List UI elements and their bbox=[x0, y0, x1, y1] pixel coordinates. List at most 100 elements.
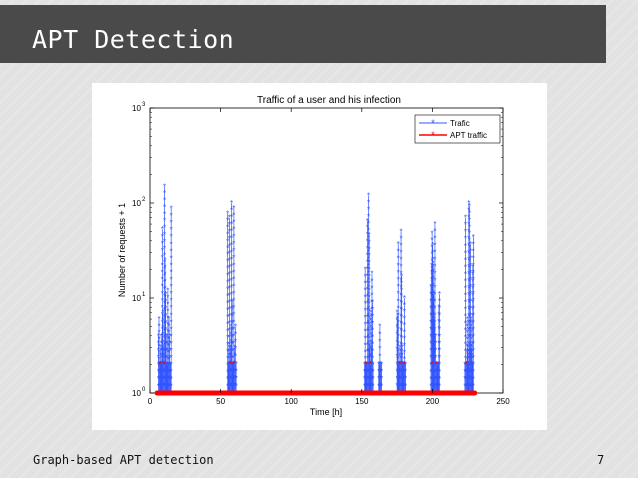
traffic-point: * bbox=[431, 368, 434, 377]
traffic-point: * bbox=[464, 361, 467, 370]
traffic-point: * bbox=[431, 313, 434, 322]
traffic-point: * bbox=[228, 214, 231, 223]
traffic-point: * bbox=[399, 277, 402, 286]
traffic-point: * bbox=[157, 360, 160, 369]
traffic-point: * bbox=[162, 366, 165, 375]
traffic-point: * bbox=[229, 366, 232, 375]
traffic-point: * bbox=[229, 382, 232, 391]
traffic-point: * bbox=[371, 312, 374, 321]
traffic-point: * bbox=[431, 276, 434, 285]
traffic-point: * bbox=[232, 368, 235, 377]
traffic-point: * bbox=[433, 220, 436, 229]
traffic-point: * bbox=[433, 326, 436, 335]
legend-apt-marker: * bbox=[431, 130, 435, 140]
traffic-point: * bbox=[161, 332, 164, 341]
traffic-point: * bbox=[435, 375, 438, 384]
traffic-point: * bbox=[433, 354, 436, 363]
traffic-point: * bbox=[471, 354, 474, 363]
traffic-point: * bbox=[227, 368, 230, 377]
traffic-point: * bbox=[468, 292, 471, 301]
traffic-point: * bbox=[368, 348, 371, 357]
traffic-point: * bbox=[231, 340, 234, 349]
traffic-point: * bbox=[432, 382, 435, 391]
traffic-point: * bbox=[157, 375, 160, 384]
traffic-point: * bbox=[467, 354, 470, 363]
traffic-point: * bbox=[164, 270, 167, 279]
traffic-point: * bbox=[432, 361, 435, 370]
traffic-point: * bbox=[431, 347, 434, 356]
traffic-point: * bbox=[379, 375, 382, 384]
traffic-point: * bbox=[430, 361, 433, 370]
traffic-point: * bbox=[366, 348, 369, 357]
traffic-point: * bbox=[437, 325, 440, 334]
traffic-point: * bbox=[437, 382, 440, 391]
traffic-point: * bbox=[469, 247, 472, 256]
traffic-point: * bbox=[226, 244, 229, 253]
traffic-point: * bbox=[435, 368, 438, 377]
traffic-point: * bbox=[226, 313, 229, 322]
traffic-point: * bbox=[467, 305, 470, 314]
x-tick-label: 150 bbox=[355, 397, 369, 406]
traffic-point: * bbox=[430, 382, 433, 391]
traffic-point: * bbox=[468, 359, 471, 368]
traffic-point: * bbox=[369, 338, 372, 347]
traffic-point: * bbox=[433, 342, 436, 351]
traffic-point: * bbox=[399, 382, 402, 391]
traffic-point: * bbox=[431, 306, 434, 315]
traffic-point: * bbox=[370, 344, 373, 353]
traffic-point: * bbox=[467, 290, 470, 299]
traffic-point: * bbox=[398, 374, 401, 383]
traffic-point: * bbox=[378, 330, 381, 339]
traffic-point: * bbox=[168, 382, 171, 391]
traffic-point: * bbox=[430, 346, 433, 355]
traffic-point: * bbox=[230, 298, 233, 307]
traffic-point: * bbox=[169, 375, 172, 384]
traffic-point: * bbox=[472, 297, 475, 306]
traffic-point: * bbox=[170, 247, 173, 256]
traffic-point: * bbox=[366, 355, 369, 364]
traffic-point: * bbox=[432, 375, 435, 384]
traffic-point: * bbox=[431, 248, 434, 257]
traffic-point: * bbox=[431, 271, 434, 280]
traffic-point: * bbox=[369, 353, 372, 362]
traffic-point: * bbox=[364, 279, 367, 288]
y-tick-exponent: 2 bbox=[142, 197, 146, 203]
traffic-point: * bbox=[226, 230, 229, 239]
traffic-point: * bbox=[401, 351, 404, 360]
traffic-point: * bbox=[400, 306, 403, 315]
traffic-point: * bbox=[165, 375, 168, 384]
traffic-point: * bbox=[437, 310, 440, 319]
traffic-point: * bbox=[464, 214, 467, 223]
traffic-point: * bbox=[435, 368, 438, 377]
traffic-point: * bbox=[468, 382, 471, 391]
traffic-point: * bbox=[430, 290, 433, 299]
traffic-point: * bbox=[400, 355, 403, 364]
traffic-point: * bbox=[433, 319, 436, 328]
traffic-point: * bbox=[166, 334, 169, 343]
traffic-point: * bbox=[437, 339, 440, 348]
traffic-point: * bbox=[438, 311, 441, 320]
traffic-point: * bbox=[163, 182, 166, 191]
traffic-point: * bbox=[369, 309, 372, 318]
traffic-point: * bbox=[404, 368, 407, 377]
traffic-point: * bbox=[228, 284, 231, 293]
traffic-point: * bbox=[228, 333, 231, 342]
traffic-point: * bbox=[430, 261, 433, 270]
traffic-point: * bbox=[431, 255, 434, 264]
traffic-point: * bbox=[431, 243, 434, 252]
traffic-point: * bbox=[464, 256, 467, 265]
traffic-point: * bbox=[399, 291, 402, 300]
traffic-point: * bbox=[472, 254, 475, 263]
traffic-point: * bbox=[228, 242, 231, 251]
traffic-point: * bbox=[226, 285, 229, 294]
traffic-point: * bbox=[470, 349, 473, 358]
traffic-point: * bbox=[166, 314, 169, 323]
traffic-point: * bbox=[403, 294, 406, 303]
traffic-point: * bbox=[464, 382, 467, 391]
traffic-point: * bbox=[403, 301, 406, 310]
traffic-point: * bbox=[464, 263, 467, 272]
traffic-point: * bbox=[367, 241, 370, 250]
traffic-point: * bbox=[398, 368, 401, 377]
traffic-point: * bbox=[227, 344, 230, 353]
traffic-point: * bbox=[472, 268, 475, 277]
